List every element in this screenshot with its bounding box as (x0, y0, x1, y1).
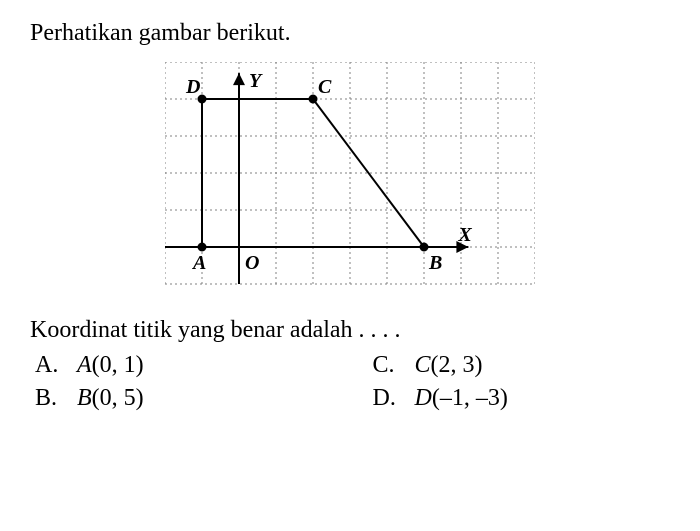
option-letter: B. (35, 385, 63, 412)
option-letter: D. (373, 385, 401, 412)
option-value: A(0, 1) (77, 352, 144, 379)
svg-text:C: C (318, 76, 332, 98)
svg-text:B: B (428, 252, 442, 274)
option-d: D. D(–1, –3) (373, 385, 671, 412)
svg-text:Y: Y (249, 70, 263, 92)
question-text: Koordinat titik yang benar adalah . . . … (30, 317, 670, 344)
option-c: C. C(2, 3) (373, 352, 671, 379)
option-value: C(2, 3) (415, 352, 483, 379)
options-grid: A. A(0, 1) C. C(2, 3) B. B(0, 5) D. D(–1… (30, 352, 670, 412)
option-letter: A. (35, 352, 63, 379)
option-letter: C. (373, 352, 401, 379)
option-value: B(0, 5) (77, 385, 144, 412)
svg-text:A: A (191, 252, 206, 274)
coordinate-chart: A B C D O Y X (165, 62, 535, 302)
option-value: D(–1, –3) (415, 385, 508, 412)
svg-text:X: X (457, 224, 472, 246)
svg-text:D: D (185, 76, 200, 98)
title: Perhatikan gambar berikut. (30, 20, 670, 47)
svg-text:O: O (245, 252, 259, 274)
option-a: A. A(0, 1) (35, 352, 333, 379)
option-b: B. B(0, 5) (35, 385, 333, 412)
